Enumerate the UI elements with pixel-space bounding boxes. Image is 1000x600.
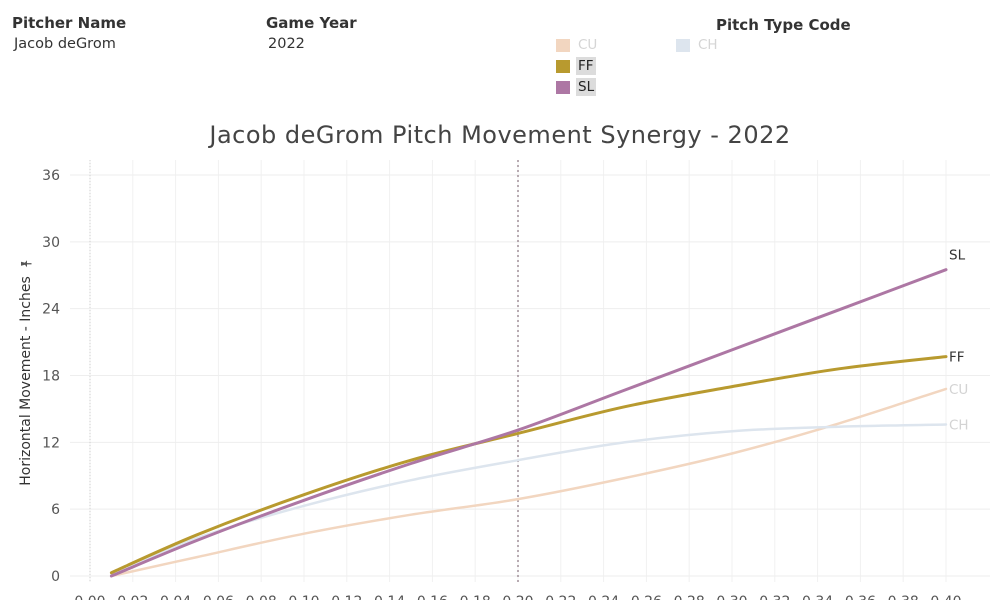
legend-swatch-cu <box>556 38 570 52</box>
x-tick-label: 0.14 <box>374 594 405 600</box>
legend-label-sl: SL <box>576 78 597 96</box>
y-tick-label: 30 <box>42 235 60 251</box>
year-filter-value[interactable]: 2022 <box>268 36 305 52</box>
x-tick-label: 0.18 <box>460 594 491 600</box>
y-tick-labels: 0 6 12 18 24 30 36 <box>42 168 60 585</box>
x-tick-label: 0.12 <box>331 594 362 600</box>
x-tick-label: 0.08 <box>246 594 277 600</box>
pitcher-filter-value[interactable]: Jacob deGrom <box>14 36 116 52</box>
series-line-cu[interactable] <box>110 387 948 578</box>
x-tick-label: 0.40 <box>930 594 961 600</box>
x-tick-label: 0.00 <box>74 594 105 600</box>
pin-icon[interactable] <box>20 258 32 270</box>
x-tick-label: 0.36 <box>845 594 876 600</box>
legend-item-cu[interactable]: CU <box>556 36 599 54</box>
legend-item-ff[interactable]: FF <box>556 57 596 75</box>
series-layer <box>109 268 948 578</box>
legend-label-ff: FF <box>576 57 596 75</box>
x-tick-label: 0.20 <box>502 594 533 600</box>
x-tick-label: 0.06 <box>203 594 234 600</box>
x-tick-label: 0.02 <box>117 594 148 600</box>
x-tick-label: 0.16 <box>417 594 448 600</box>
x-tick-label: 0.04 <box>160 594 191 600</box>
series-label-sl: SL <box>949 248 966 264</box>
x-tick-label: 0.38 <box>888 594 919 600</box>
y-tick-label: 0 <box>51 569 60 585</box>
x-tick-label: 0.28 <box>674 594 705 600</box>
x-tick-labels: 0.00 0.02 0.04 0.06 0.08 0.10 0.12 0.14 0.16 0.18… <box>74 594 961 600</box>
series-label-cu: CU <box>949 382 968 398</box>
series-line-sl[interactable] <box>109 268 948 578</box>
x-tick-label: 0.10 <box>288 594 319 600</box>
legend-item-ch[interactable]: CH <box>676 36 720 54</box>
x-tick-label: 0.32 <box>759 594 790 600</box>
series-label-ch: CH <box>949 418 969 434</box>
x-tick-label: 0.22 <box>545 594 576 600</box>
x-tick-label: 0.24 <box>588 594 619 600</box>
x-tick-label: 0.34 <box>802 594 833 600</box>
series-end-labels: CU CH FF SL <box>949 248 969 434</box>
series-line-ch[interactable] <box>110 423 948 576</box>
year-filter-label: Game Year <box>266 14 357 32</box>
y-axis-title: Horizontal Movement - Inches <box>18 258 34 486</box>
legend-label-cu: CU <box>578 37 598 53</box>
pitcher-filter-label: Pitcher Name <box>12 14 127 32</box>
legend-swatch-ch <box>676 38 690 52</box>
legend-swatch-ff <box>556 59 570 73</box>
y-tick-label: 12 <box>42 435 60 451</box>
pitch-type-filter-label: Pitch Type Code <box>716 16 851 34</box>
series-label-ff: FF <box>949 350 965 366</box>
y-tick-label: 18 <box>42 369 60 385</box>
y-tick-label: 24 <box>42 302 60 318</box>
x-tick-label: 0.30 <box>716 594 747 600</box>
grid-layer <box>70 160 990 582</box>
y-tick-label: 36 <box>42 168 60 184</box>
legend-item-sl[interactable]: SL <box>556 78 597 96</box>
x-tick-label: 0.26 <box>631 594 662 600</box>
legend-label-ch: CH <box>698 37 718 53</box>
y-tick-label: 6 <box>51 502 60 518</box>
legend-swatch-sl <box>556 80 570 94</box>
chart-title: Jacob deGrom Pitch Movement Synergy - 20… <box>209 121 791 149</box>
series-line-ff[interactable] <box>109 355 948 575</box>
